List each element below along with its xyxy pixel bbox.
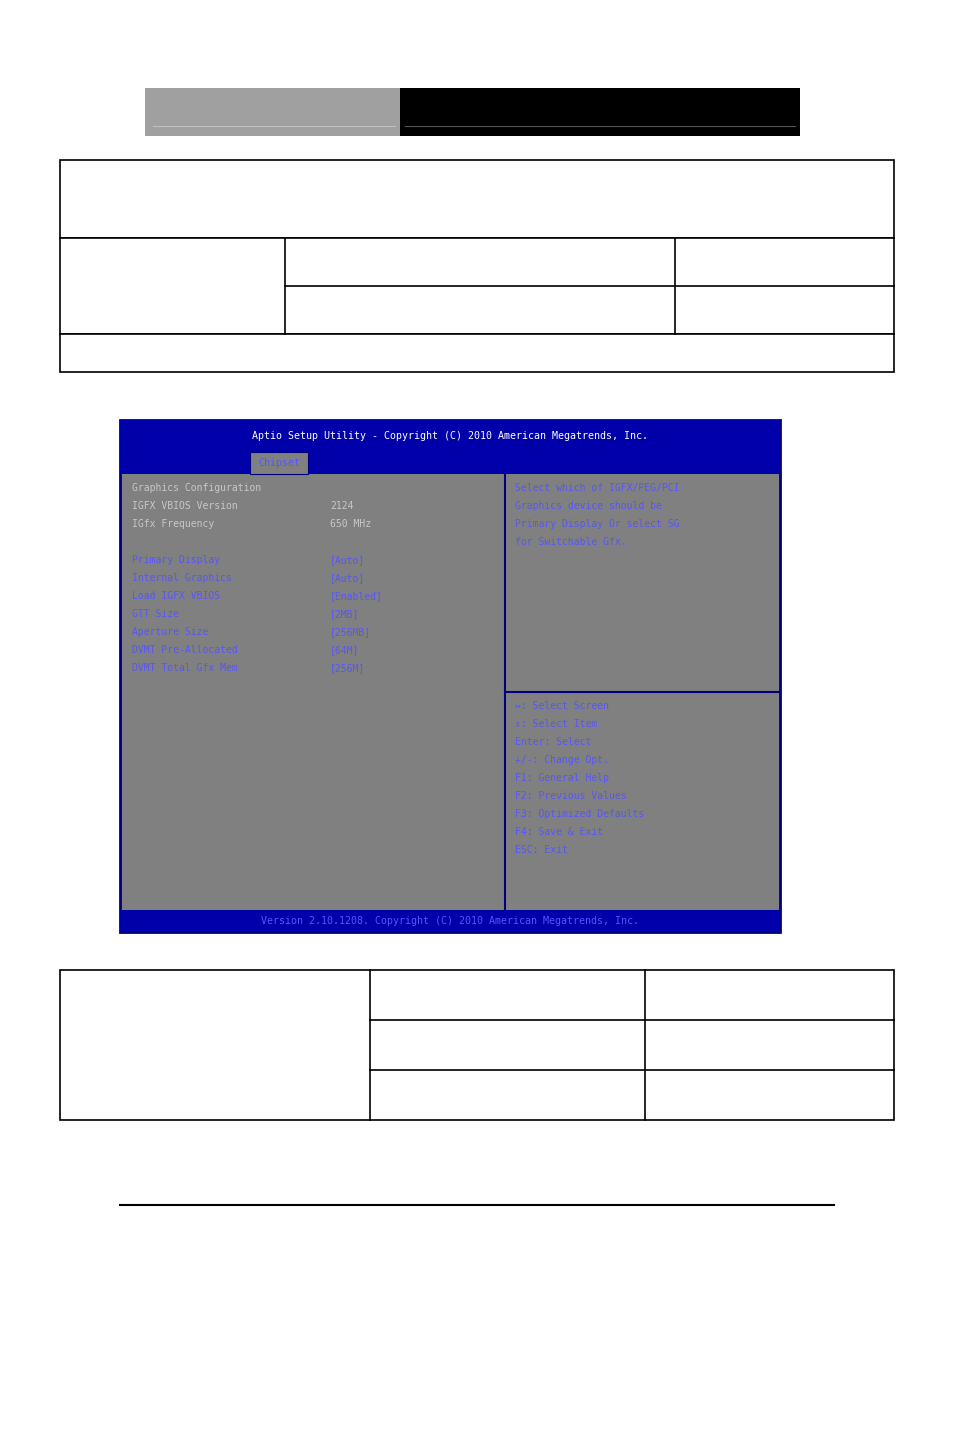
Text: DVMT Pre-Allocated: DVMT Pre-Allocated: [132, 645, 237, 655]
Bar: [145, 87, 399, 136]
Bar: [399, 87, 800, 136]
Bar: [60, 238, 893, 334]
Text: F4: Save & Exit: F4: Save & Exit: [515, 827, 602, 837]
Bar: [120, 452, 780, 475]
Bar: [60, 161, 893, 238]
Bar: [60, 969, 893, 1120]
Text: 2124: 2124: [330, 500, 354, 511]
Text: 650 MHz: 650 MHz: [330, 519, 371, 529]
Bar: [60, 334, 893, 371]
Bar: [120, 420, 780, 452]
Text: [256M]: [256M]: [330, 663, 365, 673]
Text: Aptio Setup Utility - Copyright (C) 2010 American Megatrends, Inc.: Aptio Setup Utility - Copyright (C) 2010…: [252, 432, 647, 442]
Text: for Switchable Gfx.: for Switchable Gfx.: [515, 536, 626, 546]
Text: Version 2.10.1208. Copyright (C) 2010 American Megatrends, Inc.: Version 2.10.1208. Copyright (C) 2010 Am…: [261, 916, 639, 926]
Text: GTT Size: GTT Size: [132, 609, 179, 619]
Text: Primary Display Or select SG: Primary Display Or select SG: [515, 519, 679, 529]
Text: [Auto]: [Auto]: [330, 555, 365, 565]
Text: ↔: Select Screen: ↔: Select Screen: [515, 701, 608, 711]
Text: Graphics Configuration: Graphics Configuration: [132, 483, 261, 493]
Text: F3: Optimized Defaults: F3: Optimized Defaults: [515, 809, 643, 819]
Bar: [120, 911, 780, 932]
Text: Internal Graphics: Internal Graphics: [132, 574, 232, 584]
Text: Load IGFX VBIOS: Load IGFX VBIOS: [132, 591, 220, 601]
Text: F2: Previous Values: F2: Previous Values: [515, 792, 626, 802]
Text: Enter: Select: Enter: Select: [515, 737, 591, 747]
Text: Graphics device should be: Graphics device should be: [515, 500, 661, 511]
Text: ESC: Exit: ESC: Exit: [515, 845, 567, 855]
Text: [64M]: [64M]: [330, 645, 359, 655]
Text: IGFX VBIOS Version: IGFX VBIOS Version: [132, 500, 237, 511]
Text: Aperture Size: Aperture Size: [132, 627, 208, 637]
Text: Primary Display: Primary Display: [132, 555, 220, 565]
Text: +/-: Change Opt.: +/-: Change Opt.: [515, 754, 608, 764]
Text: [2MB]: [2MB]: [330, 609, 359, 619]
Text: Chipset: Chipset: [257, 457, 299, 467]
Text: [256MB]: [256MB]: [330, 627, 371, 637]
Text: Select which of IGFX/PEG/PCI: Select which of IGFX/PEG/PCI: [515, 483, 679, 493]
Text: F1: General Help: F1: General Help: [515, 773, 608, 783]
Bar: [250, 452, 308, 475]
Text: ↕: Select Item: ↕: Select Item: [515, 718, 597, 728]
Text: DVMT Total Gfx Mem: DVMT Total Gfx Mem: [132, 663, 237, 673]
Text: [Auto]: [Auto]: [330, 574, 365, 584]
Bar: [120, 420, 780, 932]
Text: IGfx Frequency: IGfx Frequency: [132, 519, 214, 529]
Text: [Enabled]: [Enabled]: [330, 591, 382, 601]
